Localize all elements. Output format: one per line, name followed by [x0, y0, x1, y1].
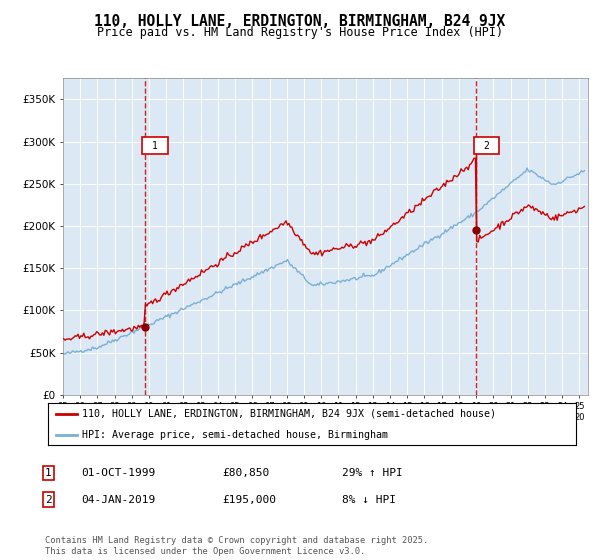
Text: 1: 1 [45, 468, 52, 478]
FancyBboxPatch shape [473, 137, 499, 155]
Text: Price paid vs. HM Land Registry's House Price Index (HPI): Price paid vs. HM Land Registry's House … [97, 26, 503, 39]
Text: 2: 2 [45, 494, 52, 505]
Text: 8% ↓ HPI: 8% ↓ HPI [342, 494, 396, 505]
Text: 2: 2 [484, 141, 490, 151]
Text: 110, HOLLY LANE, ERDINGTON, BIRMINGHAM, B24 9JX: 110, HOLLY LANE, ERDINGTON, BIRMINGHAM, … [94, 14, 506, 29]
Text: £80,850: £80,850 [222, 468, 269, 478]
Text: 01-OCT-1999: 01-OCT-1999 [81, 468, 155, 478]
Text: 110, HOLLY LANE, ERDINGTON, BIRMINGHAM, B24 9JX (semi-detached house): 110, HOLLY LANE, ERDINGTON, BIRMINGHAM, … [82, 409, 496, 419]
Text: Contains HM Land Registry data © Crown copyright and database right 2025.
This d: Contains HM Land Registry data © Crown c… [45, 536, 428, 556]
Text: 29% ↑ HPI: 29% ↑ HPI [342, 468, 403, 478]
Text: 1: 1 [152, 141, 158, 151]
FancyBboxPatch shape [142, 137, 168, 155]
Text: HPI: Average price, semi-detached house, Birmingham: HPI: Average price, semi-detached house,… [82, 430, 388, 440]
Text: £195,000: £195,000 [222, 494, 276, 505]
Text: 04-JAN-2019: 04-JAN-2019 [81, 494, 155, 505]
